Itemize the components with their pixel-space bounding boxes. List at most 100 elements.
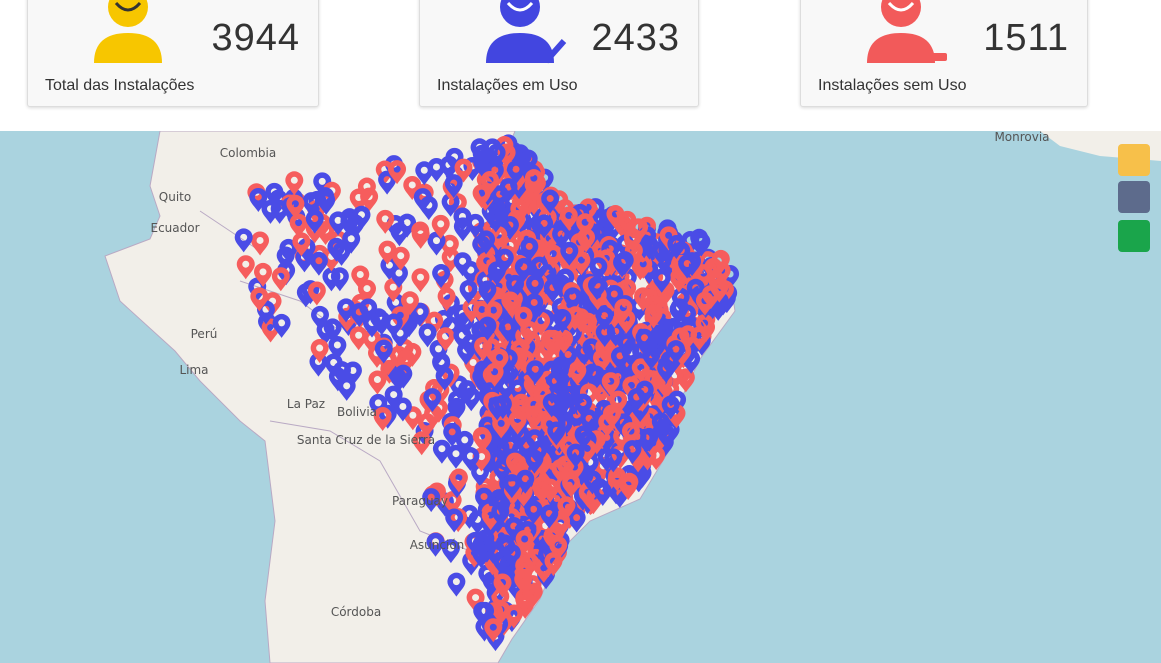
pin[interactable] bbox=[647, 336, 666, 361]
pin[interactable] bbox=[332, 361, 351, 386]
pin[interactable] bbox=[602, 404, 621, 429]
pin[interactable] bbox=[286, 194, 305, 219]
pin[interactable] bbox=[441, 539, 460, 564]
pin[interactable] bbox=[578, 312, 597, 337]
pin[interactable] bbox=[524, 500, 543, 525]
pin[interactable] bbox=[704, 257, 723, 282]
pin[interactable] bbox=[710, 278, 729, 303]
pin[interactable] bbox=[542, 393, 561, 418]
pin[interactable] bbox=[297, 238, 316, 263]
pin[interactable] bbox=[310, 339, 329, 364]
pin[interactable] bbox=[412, 431, 431, 456]
pin[interactable] bbox=[485, 160, 504, 185]
pin[interactable] bbox=[471, 462, 490, 487]
pin[interactable] bbox=[271, 267, 290, 292]
pin[interactable] bbox=[472, 535, 491, 560]
pin[interactable] bbox=[566, 306, 585, 331]
pin[interactable] bbox=[437, 287, 456, 312]
pin[interactable] bbox=[337, 298, 356, 323]
pin[interactable] bbox=[614, 298, 633, 323]
pin[interactable] bbox=[307, 281, 326, 306]
pin[interactable] bbox=[515, 556, 534, 581]
pin[interactable] bbox=[604, 448, 623, 473]
pin[interactable] bbox=[676, 368, 695, 393]
pin[interactable] bbox=[579, 383, 598, 408]
pin[interactable] bbox=[279, 238, 298, 263]
pin[interactable] bbox=[426, 532, 445, 557]
pin[interactable] bbox=[439, 155, 458, 180]
pin[interactable] bbox=[486, 208, 505, 233]
pin[interactable] bbox=[423, 388, 442, 413]
pin[interactable] bbox=[466, 213, 485, 238]
pin[interactable] bbox=[292, 232, 311, 257]
pin[interactable] bbox=[669, 268, 688, 293]
pin[interactable] bbox=[526, 360, 545, 385]
pin[interactable] bbox=[553, 308, 572, 333]
pin[interactable] bbox=[568, 361, 587, 386]
pin[interactable] bbox=[535, 214, 554, 239]
pin[interactable] bbox=[384, 313, 403, 338]
pin[interactable] bbox=[436, 327, 455, 352]
info-button[interactable] bbox=[1118, 181, 1150, 213]
pin[interactable] bbox=[588, 276, 607, 301]
pin[interactable] bbox=[447, 572, 466, 597]
pin[interactable] bbox=[541, 189, 560, 214]
pin[interactable] bbox=[526, 274, 545, 299]
pin[interactable] bbox=[562, 473, 581, 498]
pin[interactable] bbox=[472, 426, 491, 451]
pin[interactable] bbox=[254, 262, 273, 287]
pin[interactable] bbox=[478, 280, 497, 305]
pin[interactable] bbox=[640, 427, 659, 452]
pin[interactable] bbox=[327, 237, 346, 262]
pin[interactable] bbox=[323, 318, 342, 343]
pin[interactable] bbox=[548, 383, 567, 408]
pin[interactable] bbox=[559, 206, 578, 231]
pin[interactable] bbox=[505, 452, 524, 477]
pin[interactable] bbox=[441, 192, 460, 217]
pin[interactable] bbox=[621, 342, 640, 367]
pin[interactable] bbox=[695, 291, 714, 316]
pin[interactable] bbox=[595, 323, 614, 348]
pin[interactable] bbox=[595, 338, 614, 363]
pin[interactable] bbox=[538, 545, 557, 570]
pin[interactable] bbox=[261, 199, 280, 224]
pin[interactable] bbox=[567, 508, 586, 533]
pin[interactable] bbox=[234, 228, 253, 253]
pin[interactable] bbox=[394, 364, 413, 389]
pin[interactable] bbox=[652, 241, 671, 266]
pin[interactable] bbox=[515, 588, 534, 613]
pin[interactable] bbox=[540, 504, 559, 529]
pin[interactable] bbox=[485, 362, 504, 387]
pin[interactable] bbox=[285, 171, 304, 196]
pin[interactable] bbox=[374, 339, 393, 364]
pin[interactable] bbox=[550, 361, 569, 386]
pin[interactable] bbox=[373, 406, 392, 431]
pin[interactable] bbox=[357, 177, 376, 202]
pin[interactable] bbox=[566, 443, 585, 468]
pin[interactable] bbox=[661, 395, 680, 420]
map[interactable]: Colombia Quito Ecuador Perú Lima La Paz Bolivi… bbox=[0, 131, 1161, 663]
pin[interactable] bbox=[487, 541, 506, 566]
pin[interactable] bbox=[541, 478, 560, 503]
pin[interactable] bbox=[411, 221, 430, 246]
pin[interactable] bbox=[445, 508, 464, 533]
pin[interactable] bbox=[544, 244, 563, 269]
pin[interactable] bbox=[351, 265, 370, 290]
pin[interactable] bbox=[316, 187, 335, 212]
pin[interactable] bbox=[630, 218, 649, 243]
pin[interactable] bbox=[487, 261, 506, 286]
pin[interactable] bbox=[634, 254, 653, 279]
pin[interactable] bbox=[575, 341, 594, 366]
pin[interactable] bbox=[559, 436, 578, 461]
pin[interactable] bbox=[422, 488, 441, 513]
pin[interactable] bbox=[621, 422, 640, 447]
pin[interactable] bbox=[368, 370, 387, 395]
pin[interactable] bbox=[499, 317, 518, 342]
pin[interactable] bbox=[413, 188, 432, 213]
pin[interactable] bbox=[448, 390, 467, 415]
pin[interactable] bbox=[576, 213, 595, 238]
pin[interactable] bbox=[417, 413, 436, 438]
pin[interactable] bbox=[236, 255, 255, 280]
pin[interactable] bbox=[540, 414, 559, 439]
pin[interactable] bbox=[487, 143, 506, 168]
